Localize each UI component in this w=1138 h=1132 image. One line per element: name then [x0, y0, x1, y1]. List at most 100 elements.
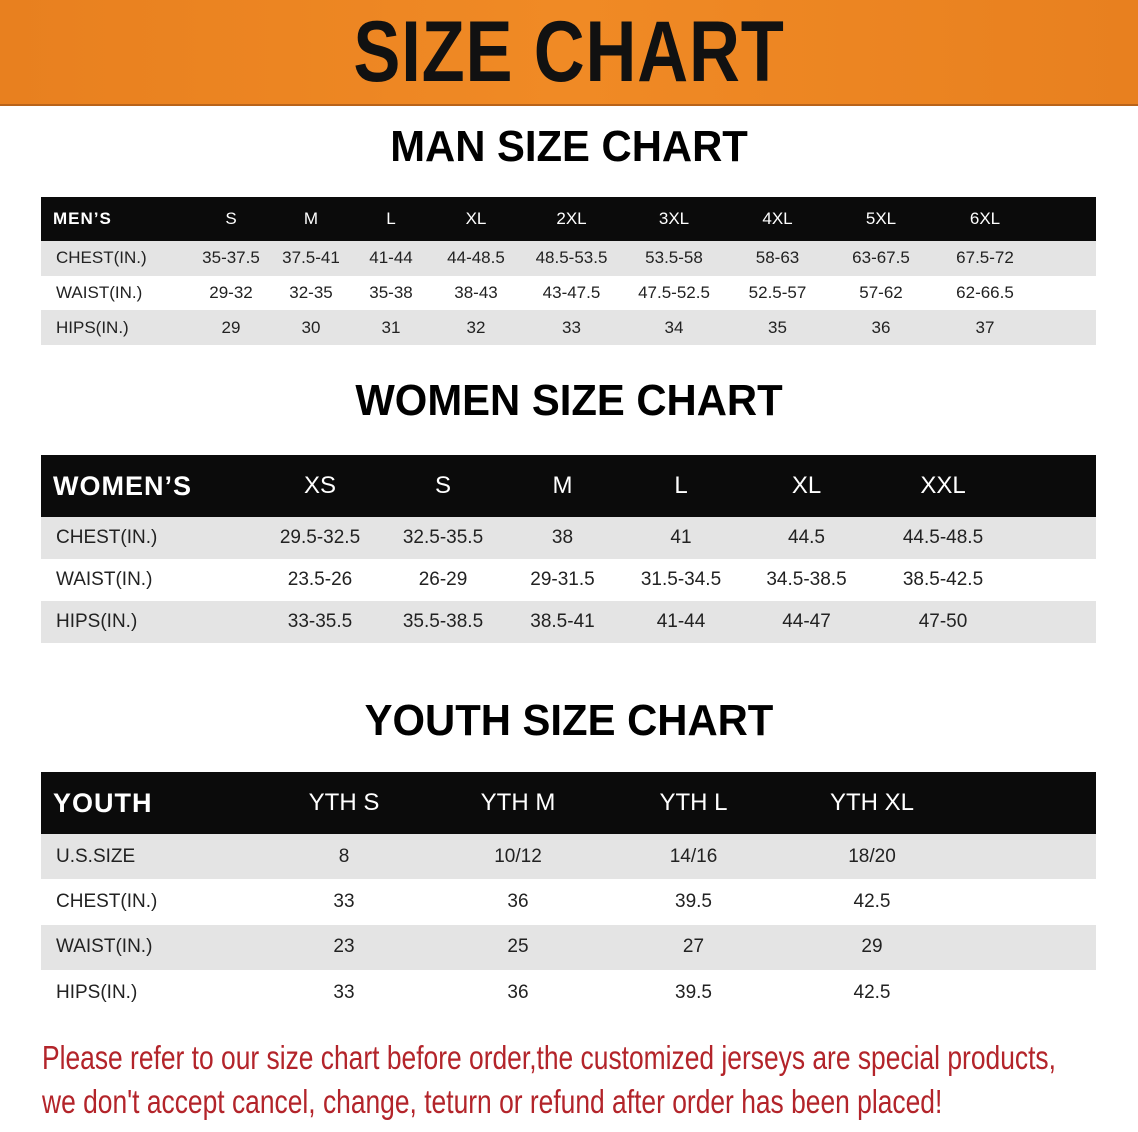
size-column-header: S: [434, 472, 451, 499]
measurement-cell: 26-29: [418, 569, 468, 590]
measurement-cell: 14/16: [669, 845, 718, 867]
measurement-cell: 34: [664, 317, 684, 337]
measurement-cell: 31.5-34.5: [640, 569, 722, 590]
measurement-cell: 41: [670, 527, 692, 548]
measurement-cell: 43-47.5: [542, 283, 601, 303]
measurement-cell: 36: [871, 317, 891, 337]
measurement-cell: 63-67.5: [852, 248, 910, 268]
measurement-cell: 53.5-58: [645, 248, 703, 268]
measurement-cell: 35-38: [369, 283, 413, 303]
measurement-cell: 29.5-32.5: [279, 527, 361, 548]
measurement-cell: 32.5-35.5: [402, 527, 484, 548]
measurement-cell: 37: [975, 317, 995, 337]
row-label: WAIST(IN.): [56, 283, 143, 303]
table-header-row: WOMEN’S XS S M L XL XXL: [41, 455, 1096, 517]
size-column-header: M: [303, 209, 319, 228]
size-column-header: 6XL: [969, 209, 1001, 228]
measurement-cell: 23.5-26: [287, 569, 353, 590]
measurement-cell: 38.5-41: [530, 611, 595, 632]
measurement-cell: 39.5: [675, 890, 712, 912]
row-label: CHEST(IN.): [56, 890, 158, 912]
measurement-cell: 36: [507, 890, 529, 912]
measurement-cell: 58-63: [755, 248, 800, 268]
row-label: HIPS(IN.): [56, 317, 129, 337]
table-row: CHEST(IN.) 29.5-32.5 32.5-35.5 38 41 44.5 44.5…: [41, 517, 1096, 559]
notice-line-2: we don't accept cancel, change, teturn o…: [42, 1083, 943, 1120]
women-section-title: WOMEN SIZE CHART: [355, 376, 783, 425]
size-column-header: XL: [791, 472, 822, 499]
size-column-header: 5XL: [865, 209, 897, 228]
measurement-cell: 38: [551, 527, 574, 548]
table-row: WAIST(IN.) 23.5-26 26-29 29-31.5 31.5-34.5 34…: [41, 559, 1096, 601]
size-column-header: 4XL: [762, 209, 793, 228]
measurement-cell: 41-44: [656, 611, 706, 632]
measurement-cell: 34.5-38.5: [766, 569, 847, 590]
measurement-cell: 42.5: [853, 890, 891, 912]
size-column-header: YTH XL: [829, 789, 915, 816]
measurement-cell: 38.5-42.5: [902, 569, 984, 590]
measurement-cell: 44-48.5: [447, 248, 505, 268]
table-row: WAIST(IN.) 23 25 27 29: [41, 924, 1096, 970]
size-column-header: 3XL: [658, 209, 690, 228]
table-corner-label: WOMEN’S: [53, 470, 192, 501]
measurement-cell: 67.5-72: [956, 248, 1014, 268]
row-label: U.S.SIZE: [56, 845, 136, 867]
row-label: WAIST(IN.): [56, 936, 153, 958]
measurement-cell: 33: [333, 981, 355, 1003]
table-row: U.S.SIZE 8 10/12 14/16 18/20: [41, 834, 1096, 880]
row-label: WAIST(IN.): [56, 569, 153, 590]
measurement-cell: 41-44: [369, 248, 413, 268]
table-header-row: MEN’S S M L XL 2XL 3XL 4XL 5XL 6XL: [41, 197, 1096, 241]
measurement-cell: 44.5: [788, 527, 825, 548]
header-banner: SIZE CHART: [0, 0, 1138, 106]
measurement-cell: 52.5-57: [748, 283, 807, 303]
measurement-cell: 18/20: [848, 845, 896, 867]
measurement-cell: 62-66.5: [956, 283, 1014, 303]
row-label: CHEST(IN.): [56, 248, 147, 268]
measurement-cell: 33: [333, 890, 355, 912]
measurement-cell: 30: [301, 317, 321, 337]
measurement-cell: 25: [507, 936, 529, 958]
measurement-cell: 47.5-52.5: [638, 283, 710, 303]
measurement-cell: 44.5-48.5: [902, 527, 984, 548]
youth-size-table: YOUTH YTH S YTH M YTH L YTH XL U.S.SIZE 8 10/12…: [41, 772, 1096, 1016]
measurement-cell: 23: [333, 936, 355, 958]
measurement-cell: 29-32: [209, 283, 253, 303]
size-column-header: M: [552, 472, 573, 499]
measurement-cell: 37.5-41: [282, 248, 340, 268]
men-size-table: MEN’S S M L XL 2XL 3XL 4XL 5XL 6XL CHEST(IN.) 35-37…: [41, 197, 1096, 346]
size-column-header: YTH L: [659, 789, 728, 816]
measurement-cell: 39.5: [675, 981, 712, 1003]
measurement-cell: 10/12: [494, 845, 542, 867]
measurement-cell: 38-43: [454, 283, 498, 303]
measurement-cell: 47-50: [918, 611, 968, 632]
size-column-header: XXL: [920, 472, 966, 499]
size-column-header: L: [386, 209, 396, 228]
measurement-cell: 29: [221, 317, 241, 337]
measurement-cell: 35-37.5: [202, 248, 260, 268]
measurement-cell: 32-35: [289, 283, 333, 303]
measurement-cell: 48.5-53.5: [535, 248, 608, 268]
measurement-cell: 42.5: [853, 981, 891, 1003]
measurement-cell: 35: [768, 317, 787, 337]
measurement-cell: 8: [338, 845, 350, 867]
measurement-cell: 29-31.5: [530, 569, 595, 590]
row-label: CHEST(IN.): [56, 527, 158, 548]
row-label: HIPS(IN.): [56, 611, 138, 632]
table-row: WAIST(IN.) 29-32 32-35 35-38 38-43 43-47.5 47.…: [41, 275, 1096, 311]
measurement-cell: 32: [466, 317, 486, 337]
table-row: HIPS(IN.) 33-35.5 35.5-38.5 38.5-41 41-44 44-…: [41, 601, 1096, 643]
measurement-cell: 33: [562, 317, 581, 337]
size-column-header: YTH S: [308, 789, 380, 816]
size-column-header: 2XL: [556, 209, 587, 228]
measurement-cell: 44-47: [782, 611, 831, 632]
size-column-header: XL: [465, 209, 487, 228]
notice-line-1: Please refer to our size chart before or…: [42, 1039, 1056, 1076]
size-column-header: S: [225, 209, 237, 228]
order-notice: Please refer to our size chart before or…: [42, 1036, 1082, 1124]
women-size-table: WOMEN’S XS S M L XL XXL CHEST(IN.) 29.5-32.5 32.5…: [41, 455, 1096, 643]
size-column-header: YTH M: [480, 789, 556, 816]
table-row: HIPS(IN.) 33 36 39.5 42.5: [41, 969, 1096, 1016]
table-corner-label: MEN’S: [53, 209, 112, 228]
youth-section-title: YOUTH SIZE CHART: [364, 696, 774, 745]
